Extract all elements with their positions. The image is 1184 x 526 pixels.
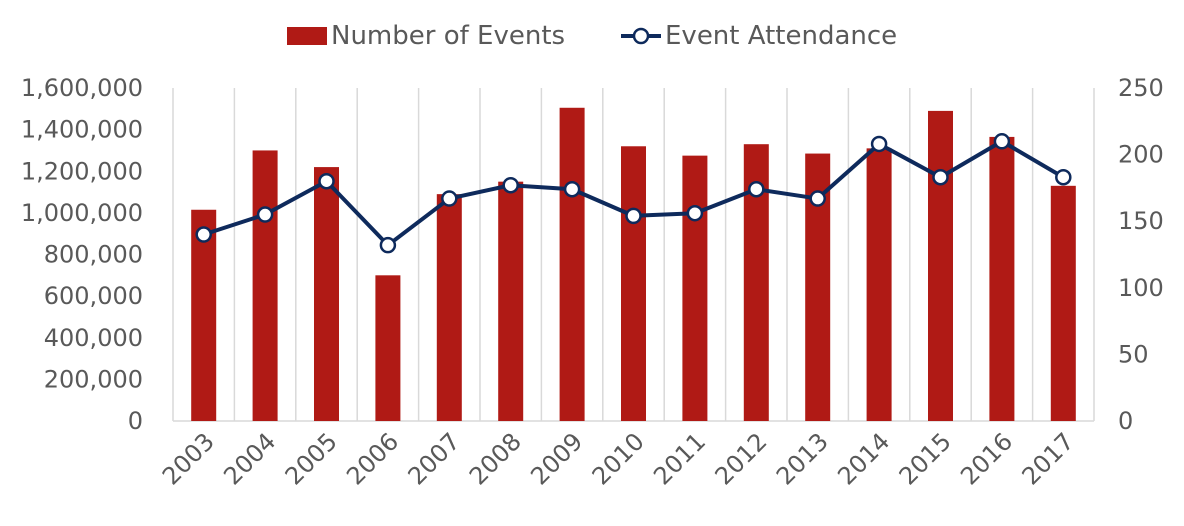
right-tick-label: 50 xyxy=(1118,340,1149,368)
right-tick-label: 200 xyxy=(1118,141,1164,169)
x-tick-label: 2011 xyxy=(648,427,711,490)
point-2010 xyxy=(625,207,642,225)
bar-2011 xyxy=(682,155,708,421)
bar-2016 xyxy=(989,136,1015,422)
left-tick-label: 1,400,000 xyxy=(21,116,143,144)
x-tick-label: 2005 xyxy=(280,427,343,490)
point-2007 xyxy=(441,190,458,207)
x-tick-label: 2016 xyxy=(955,427,1018,490)
point-2017 xyxy=(1055,168,1072,186)
left-tick-label: 200,000 xyxy=(44,365,143,393)
right-tick-label: 250 xyxy=(1118,74,1164,102)
point-2006 xyxy=(379,236,397,254)
x-tick-label: 2006 xyxy=(341,427,404,490)
bar-2003 xyxy=(191,209,217,421)
right-tick-label: 100 xyxy=(1118,274,1164,302)
right-tick-label: 0 xyxy=(1118,407,1133,435)
bar-2015 xyxy=(928,110,953,422)
point-2013 xyxy=(809,190,826,207)
bar-2007 xyxy=(436,194,462,421)
x-tick-label: 2012 xyxy=(710,427,773,490)
x-axis: 2003200420052006200720082009201020112012… xyxy=(157,427,1080,490)
left-tick-label: 1,200,000 xyxy=(21,157,143,185)
left-tick-label: 800,000 xyxy=(44,241,143,269)
x-tick-label: 2013 xyxy=(771,427,834,490)
point-2015 xyxy=(932,168,949,186)
left-tick-label: 600,000 xyxy=(44,282,143,310)
bar-2005 xyxy=(314,167,339,421)
bar-2010 xyxy=(621,146,646,421)
line-series xyxy=(195,133,1072,254)
x-tick-label: 2003 xyxy=(157,427,220,490)
right-tick-label: 150 xyxy=(1118,207,1164,235)
point-2005 xyxy=(318,172,335,190)
left-y-axis: 0 200,000 400,000 600,000 800,000 1,000,000 1,… xyxy=(21,74,143,435)
right-y-axis: 0 50 100 150 200 250 xyxy=(1118,74,1164,435)
x-tick-label: 2017 xyxy=(1017,427,1080,490)
bar-2009 xyxy=(559,107,585,421)
x-tick-label: 2008 xyxy=(464,427,527,490)
legend-line-marker xyxy=(632,27,650,45)
point-2012 xyxy=(748,180,765,198)
left-tick-label: 1,000,000 xyxy=(21,199,143,227)
x-tick-label: 2010 xyxy=(587,427,650,490)
point-2004 xyxy=(256,206,274,223)
left-tick-label: 0 xyxy=(128,407,143,435)
bar-2017 xyxy=(1050,185,1076,421)
legend-bar-label: Number of Events xyxy=(331,21,565,51)
legend-bar-swatch xyxy=(287,27,327,45)
x-tick-label: 2009 xyxy=(525,427,588,490)
x-tick-label: 2007 xyxy=(403,427,466,490)
x-tick-label: 2004 xyxy=(218,427,281,490)
point-2008 xyxy=(502,176,519,194)
bar-2006 xyxy=(375,275,401,421)
left-tick-label: 400,000 xyxy=(44,324,143,352)
legend-line-label: Event Attendance xyxy=(665,21,897,51)
left-tick-label: 1,600,000 xyxy=(21,74,143,102)
point-2014 xyxy=(870,135,888,153)
bar-2004 xyxy=(252,150,278,421)
legend: Number of Events Event Attendance xyxy=(287,21,897,51)
bar-2008 xyxy=(498,181,524,421)
bar-series xyxy=(191,107,1076,422)
bar-2014 xyxy=(866,148,892,421)
point-2003 xyxy=(195,226,212,243)
point-2016 xyxy=(993,133,1011,150)
point-2011 xyxy=(686,204,704,222)
point-2009 xyxy=(563,180,581,198)
x-tick-label: 2014 xyxy=(832,427,895,490)
x-tick-label: 2015 xyxy=(894,427,957,490)
